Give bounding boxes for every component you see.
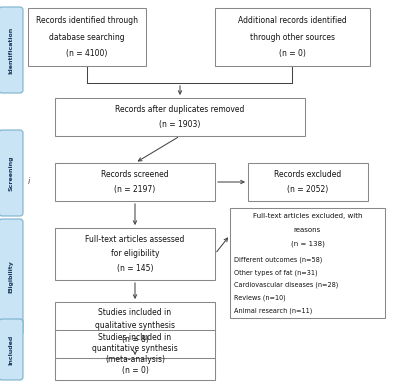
Text: Studies included in: Studies included in bbox=[98, 333, 172, 343]
Text: i: i bbox=[28, 177, 30, 187]
Text: Eligibility: Eligibility bbox=[8, 261, 14, 293]
Text: Studies included in: Studies included in bbox=[98, 308, 172, 317]
Text: quantitative synthesis: quantitative synthesis bbox=[92, 344, 178, 353]
Text: Records after duplicates removed: Records after duplicates removed bbox=[115, 105, 245, 114]
FancyBboxPatch shape bbox=[0, 219, 23, 335]
Bar bbox=[55, 228, 215, 280]
Text: Cardiovascular diseases (n=28): Cardiovascular diseases (n=28) bbox=[234, 282, 338, 288]
Bar bbox=[215, 8, 370, 66]
Text: Records screened: Records screened bbox=[101, 170, 169, 179]
Text: Other types of fat (n=31): Other types of fat (n=31) bbox=[234, 269, 318, 276]
Text: through other sources: through other sources bbox=[250, 33, 335, 41]
Text: (n = 0): (n = 0) bbox=[122, 366, 148, 374]
Text: Additional records identified: Additional records identified bbox=[238, 16, 347, 25]
FancyBboxPatch shape bbox=[0, 319, 23, 380]
Text: Different outcomes (n=58): Different outcomes (n=58) bbox=[234, 257, 322, 263]
Bar bbox=[28, 8, 146, 66]
Text: (n = 4100): (n = 4100) bbox=[66, 49, 108, 58]
Text: Records excluded: Records excluded bbox=[274, 170, 342, 179]
Text: (n = 0): (n = 0) bbox=[279, 49, 306, 58]
Bar bbox=[55, 98, 305, 136]
Text: Full-text articles excluded, with: Full-text articles excluded, with bbox=[253, 213, 362, 219]
Bar bbox=[55, 163, 215, 201]
Text: (n = 2197): (n = 2197) bbox=[114, 185, 156, 194]
Text: (n = 8): (n = 8) bbox=[122, 335, 148, 344]
Text: Screening: Screening bbox=[8, 155, 14, 191]
Bar bbox=[230, 208, 385, 318]
Text: (n = 2052): (n = 2052) bbox=[287, 185, 329, 194]
Bar bbox=[55, 302, 215, 350]
Bar bbox=[55, 358, 215, 380]
Text: (n = 1903): (n = 1903) bbox=[159, 120, 201, 129]
Text: Reviews (n=10): Reviews (n=10) bbox=[234, 295, 286, 301]
Bar bbox=[248, 163, 368, 201]
Text: (meta-analysis): (meta-analysis) bbox=[105, 355, 165, 364]
Text: for eligibility: for eligibility bbox=[111, 250, 159, 258]
Text: (n = 145): (n = 145) bbox=[117, 264, 153, 273]
Bar bbox=[55, 330, 215, 378]
Text: reasons: reasons bbox=[294, 227, 321, 233]
Text: Included: Included bbox=[8, 334, 14, 365]
Text: Identification: Identification bbox=[8, 26, 14, 74]
FancyBboxPatch shape bbox=[0, 130, 23, 216]
Text: Records identified through: Records identified through bbox=[36, 16, 138, 25]
Text: qualitative synthesis: qualitative synthesis bbox=[95, 321, 175, 331]
Text: Animal research (n=11): Animal research (n=11) bbox=[234, 307, 312, 314]
Text: Full-text articles assessed: Full-text articles assessed bbox=[85, 235, 185, 243]
FancyBboxPatch shape bbox=[0, 7, 23, 93]
Text: (n = 138): (n = 138) bbox=[290, 240, 324, 247]
Text: database searching: database searching bbox=[49, 33, 125, 41]
